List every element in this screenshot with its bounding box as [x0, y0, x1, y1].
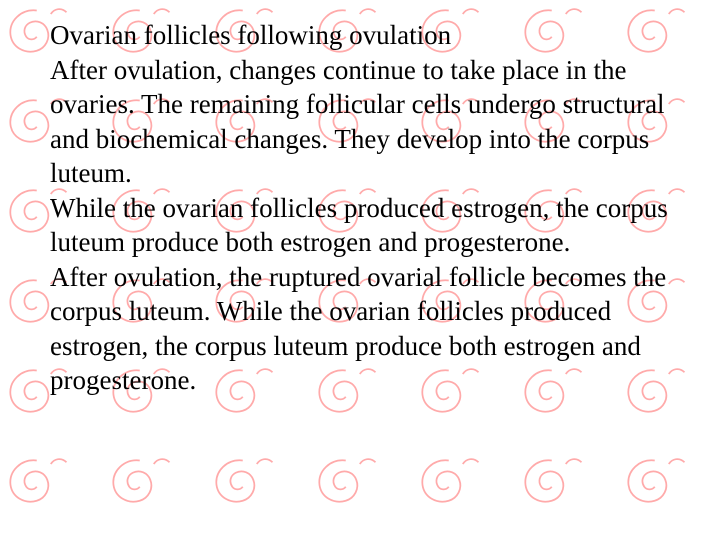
paragraph-1: After ovulation, changes continue to tak…: [50, 53, 680, 191]
paragraph-3: After ovulation, the ruptured ovarial fo…: [50, 260, 680, 398]
slide-title: Ovarian follicles following ovulation: [50, 18, 680, 53]
slide-text-block: Ovarian follicles following ovulation Af…: [0, 0, 720, 416]
paragraph-2: While the ovarian follicles produced est…: [50, 191, 680, 260]
